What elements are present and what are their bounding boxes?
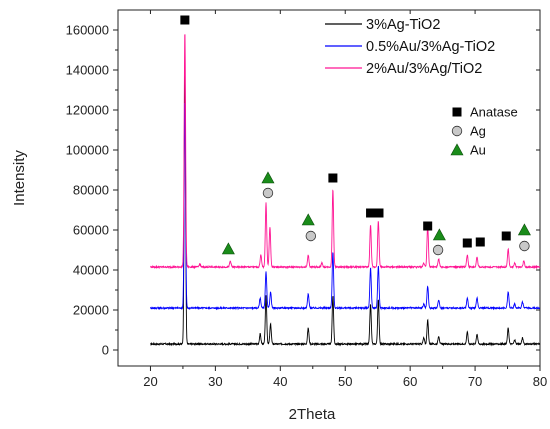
y-axis-title: Intensity [11, 150, 28, 206]
phase-marker-anatase [180, 15, 190, 25]
series-line [150, 102, 541, 311]
phase-marker-au [517, 223, 531, 236]
x-tick-label: 20 [143, 374, 157, 389]
phase-marker-anatase [328, 173, 338, 183]
series-line [150, 34, 541, 270]
y-tick-label: 140000 [66, 63, 109, 78]
phase-marker-au [221, 242, 235, 255]
legend-label: 0.5%Au/3%Ag-TiO2 [366, 39, 495, 55]
phase-marker-anatase [366, 208, 376, 218]
legend: 3%Ag-TiO2 0.5%Au/3%Ag-TiO2 2%Au/3%Ag/TiO2 [325, 17, 495, 77]
y-tick-label: 80000 [73, 183, 109, 198]
series-layer [150, 34, 541, 347]
y-tick-label: 40000 [73, 263, 109, 278]
phase-marker-ag [432, 244, 444, 256]
phase-marker-anatase [462, 238, 472, 248]
phase-legend-label: Ag [470, 124, 486, 139]
x-axis-title: 2Theta [289, 406, 336, 423]
x-tick-label: 30 [208, 374, 222, 389]
x-tick-label: 60 [403, 374, 417, 389]
axes: 20 30 40 50 60 70 80 0 20000 40000 60000 80000 10000… [66, 10, 547, 389]
x-tick-label: 50 [338, 374, 352, 389]
phase-marker-anatase [501, 231, 511, 241]
phase-marker-ag [519, 240, 530, 252]
phase-legend-symbol-anatase [452, 107, 462, 117]
phase-marker-ag [262, 187, 274, 199]
phase-legend: Anatase Ag Au [450, 105, 518, 158]
phase-marker-anatase [423, 221, 433, 231]
phase-marker-ag [305, 230, 317, 242]
phase-legend-symbol-ag [451, 125, 463, 137]
phase-legend-label: Anatase [470, 105, 518, 120]
phase-legend-symbol-au [450, 143, 464, 156]
plot-frame [117, 9, 541, 367]
phase-marker-au [301, 213, 315, 226]
phase-marker-au [261, 171, 275, 184]
phase-marker-anatase [475, 237, 485, 247]
phase-marker-anatase [374, 208, 384, 218]
x-tick-label: 40 [273, 374, 287, 389]
legend-label: 2%Au/3%Ag/TiO2 [366, 61, 482, 77]
y-tick-label: 160000 [66, 23, 109, 38]
phase-legend-label: Au [470, 143, 486, 158]
y-tick-label: 60000 [73, 223, 109, 238]
phase-markers [180, 15, 531, 256]
x-tick-label: 80 [533, 374, 547, 389]
y-tick-label: 100000 [66, 143, 109, 158]
phase-marker-au [432, 228, 446, 241]
plot-area [117, 9, 541, 367]
y-tick-label: 120000 [66, 103, 109, 118]
y-tick-label: 0 [102, 343, 109, 358]
y-tick-label: 20000 [73, 303, 109, 318]
x-tick-label: 70 [468, 374, 482, 389]
series-line [150, 75, 541, 347]
legend-label: 3%Ag-TiO2 [366, 17, 440, 33]
